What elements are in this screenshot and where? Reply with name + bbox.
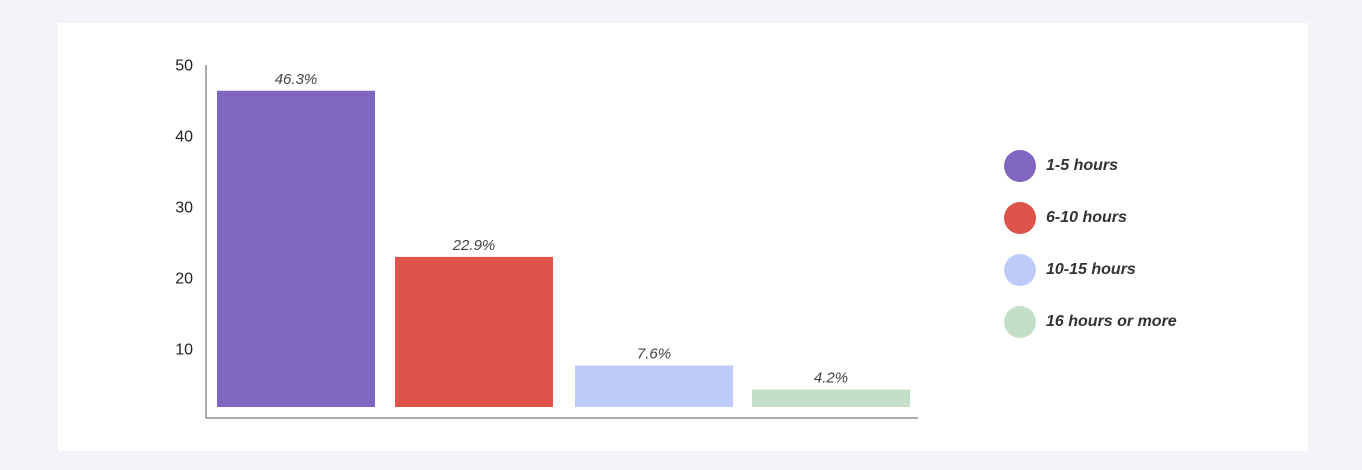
legend-item: 16 hours or more xyxy=(1004,296,1177,348)
data-label: 7.6% xyxy=(637,346,671,363)
chart-legend: 1-5 hours 6-10 hours 10-15 hours 16 hours o… xyxy=(1004,140,1177,348)
bar xyxy=(575,365,733,407)
data-label: 46.3% xyxy=(275,71,318,88)
bar xyxy=(752,389,910,407)
y-tick-label: 30 xyxy=(175,200,193,217)
data-label: 22.9% xyxy=(452,237,496,254)
legend-swatch xyxy=(1004,202,1036,234)
data-labels: 46.3% 22.9% 7.6% 4.2% xyxy=(275,71,848,387)
bar xyxy=(395,256,553,407)
legend-item: 6-10 hours xyxy=(1004,192,1177,244)
y-axis-ticks: 10 20 30 40 50 xyxy=(175,58,193,359)
y-tick-label: 40 xyxy=(175,129,193,146)
legend-label: 1-5 hours xyxy=(1046,157,1119,174)
y-tick-label: 50 xyxy=(175,58,193,75)
legend-item: 10-15 hours xyxy=(1004,244,1177,296)
legend-label: 6-10 hours xyxy=(1046,209,1127,226)
legend-item: 1-5 hours xyxy=(1004,140,1177,192)
legend-swatch xyxy=(1004,150,1036,182)
bars xyxy=(217,90,910,408)
legend-label: 16 hours or more xyxy=(1046,313,1177,330)
data-label: 4.2% xyxy=(814,370,848,387)
bar xyxy=(217,90,375,408)
y-tick-label: 10 xyxy=(175,342,193,359)
legend-label: 10-15 hours xyxy=(1046,261,1136,278)
y-tick-label: 20 xyxy=(175,271,193,288)
legend-swatch xyxy=(1004,254,1036,286)
legend-swatch xyxy=(1004,306,1036,338)
